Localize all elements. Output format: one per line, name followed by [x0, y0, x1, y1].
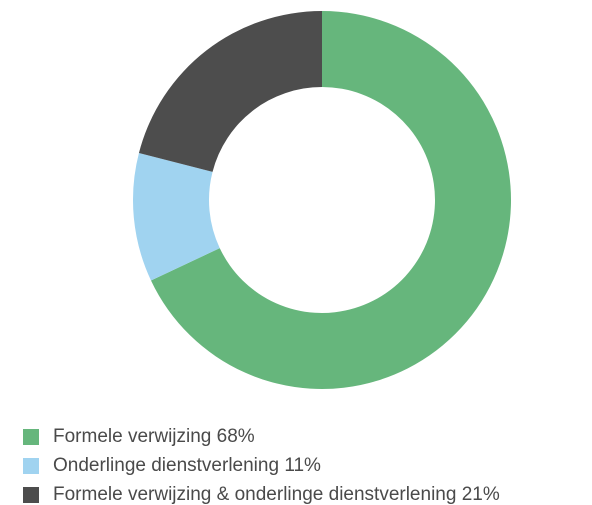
legend-swatch	[23, 458, 39, 474]
slice	[133, 152, 220, 281]
legend-value: 21%	[462, 484, 500, 505]
slice	[138, 11, 322, 172]
legend-label: Formele verwijzing 68%	[53, 426, 255, 447]
legend-value: 68%	[217, 426, 255, 447]
legend-swatch	[23, 429, 39, 445]
legend-name: Onderlinge dienstverlening	[53, 455, 279, 476]
legend-value: 11%	[284, 455, 321, 476]
legend-label: Formele verwijzing & onderlinge dienstve…	[53, 484, 500, 505]
legend-swatch	[23, 487, 39, 503]
legend-name: Formele verwijzing	[53, 426, 211, 447]
legend-name: Formele verwijzing & onderlinge dienstve…	[53, 484, 456, 505]
slice	[150, 11, 512, 389]
legend-label: Onderlinge dienstverlening 11%	[53, 455, 321, 476]
